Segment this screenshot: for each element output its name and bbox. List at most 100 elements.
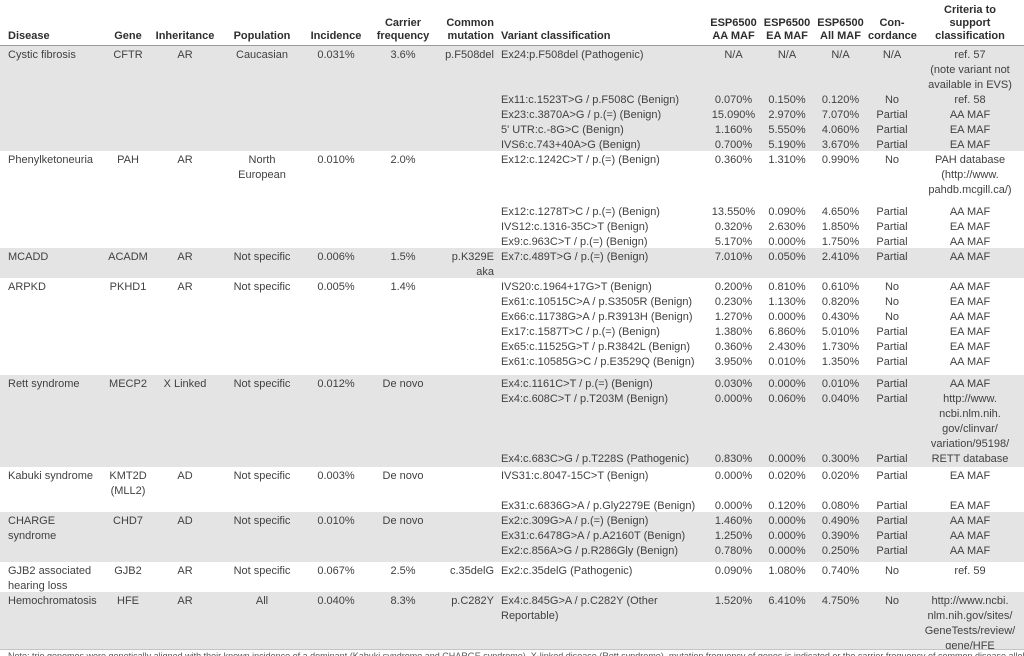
variant-row: Ex4:c.845G>A / p.C282Y (Other Reportable… xyxy=(498,594,1024,650)
aa-cell: 0.030% xyxy=(714,378,753,390)
variant-row: Ex11:c.1523T>G / p.F508C (Benign) 0.070% 0… xyxy=(498,93,1024,108)
all-cell: 0.390% xyxy=(821,530,860,542)
concordance-cell: Partial xyxy=(876,341,908,353)
concordance-cell: Partial xyxy=(876,530,908,542)
gene-cell: ACADM xyxy=(108,251,148,263)
criteria-cell: AA MAF xyxy=(949,281,991,293)
variant-cell: Ex31:c.6836G>A / p.Gly2279E (Benign) xyxy=(501,500,696,512)
concordance-cell: Partial xyxy=(876,356,908,368)
all-cell: 4.060% xyxy=(821,124,860,136)
concordance-cell: No xyxy=(884,565,900,577)
criteria-cell: AA MAF xyxy=(949,515,991,527)
column-header-aa: ESP6500 AA MAF xyxy=(710,17,757,42)
carrier-cell: 8.3% xyxy=(390,595,416,607)
ea-cell: 0.050% xyxy=(768,251,806,263)
ea-cell: 2.630% xyxy=(768,221,806,233)
disease-group-cystic-fibrosis: Cystic fibrosis CFTR AR Caucasian 0.031% 3.6%… xyxy=(0,46,1024,151)
all-cell: 3.670% xyxy=(821,139,860,151)
concordance-cell: Partial xyxy=(876,251,908,263)
variant-row: Ex23:c.3870A>G / p.(=) (Benign) 15.090% 2.… xyxy=(498,108,1024,123)
column-header-incidence: Incidence xyxy=(310,30,362,42)
criteria-cell: AA MAF xyxy=(949,206,991,218)
all-cell: 0.300% xyxy=(821,453,860,465)
aa-cell: 0.000% xyxy=(714,470,753,482)
variant-row: Ex9:c.963C>T / p.(=) (Benign) 5.170% 0.000… xyxy=(498,235,1024,248)
variant-cell: Ex4:c.845G>A / p.C282Y (Other Reportable… xyxy=(501,595,658,622)
variant-cell: Ex4:c.608C>T / p.T203M (Benign) xyxy=(501,393,669,405)
variant-cell: IVS12:c.1316-35C>T (Benign) xyxy=(501,221,649,233)
ea-cell: 2.970% xyxy=(768,109,806,121)
aa-cell: 0.320% xyxy=(714,221,753,233)
aa-cell: 0.200% xyxy=(714,281,753,293)
criteria-cell: AA MAF xyxy=(949,109,991,121)
aa-cell: 0.000% xyxy=(714,500,753,512)
aa-cell: 1.380% xyxy=(714,326,753,338)
variant-row: Ex66:c.11738G>A / p.R3913H (Benign) 1.270… xyxy=(498,310,1024,325)
criteria-cell: AA MAF xyxy=(949,378,991,390)
all-cell: N/A xyxy=(831,49,850,61)
population-cell: Not specific xyxy=(233,470,291,482)
all-cell: 0.020% xyxy=(821,470,860,482)
variant-row: Ex31:c.6478G>A / p.A2160T (Benign) 1.250%… xyxy=(498,529,1024,544)
variant-cell: IVS6:c.743+40A>G (Benign) xyxy=(501,139,641,151)
gene-cell: PKHD1 xyxy=(109,281,147,293)
incidence-cell: 0.010% xyxy=(317,154,355,166)
criteria-cell: EA MAF xyxy=(949,326,991,338)
ea-cell: 5.190% xyxy=(768,139,806,151)
incidence-cell: 0.010% xyxy=(317,515,355,527)
table-body: Cystic fibrosis CFTR AR Caucasian 0.031% 3.6%… xyxy=(0,46,1024,650)
aa-cell: 0.070% xyxy=(714,94,753,106)
all-cell: 4.650% xyxy=(821,206,860,218)
aa-cell: 3.950% xyxy=(714,356,753,368)
population-cell: All xyxy=(255,595,269,607)
disease-group-mcadd: MCADD ACADM AR Not specific 0.006% 1.5% p.K329… xyxy=(0,248,1024,278)
variant-rows: Ex4:c.1161C>T / p.(=) (Benign) 0.030% 0.00… xyxy=(498,377,1024,467)
incidence-cell: 0.040% xyxy=(317,595,355,607)
carrier-cell: De novo xyxy=(382,378,424,390)
aa-cell: 0.780% xyxy=(714,545,753,557)
all-cell: 0.820% xyxy=(821,296,860,308)
aa-cell: 7.010% xyxy=(714,251,753,263)
inheritance-cell: AR xyxy=(177,154,193,166)
criteria-cell: AA MAF xyxy=(949,545,991,557)
all-cell: 5.010% xyxy=(821,326,860,338)
inheritance-cell: AD xyxy=(177,470,193,482)
column-header-inheritance: Inheritance xyxy=(155,30,215,42)
gene-cell: CFTR xyxy=(113,49,143,61)
concordance-cell: Partial xyxy=(876,221,908,233)
criteria-cell: EA MAF xyxy=(949,500,991,512)
criteria-cell: AA MAF xyxy=(949,356,991,368)
carrier-cell: 2.0% xyxy=(390,154,416,166)
disease-cell: MCADD xyxy=(8,251,49,263)
incidence-cell: 0.012% xyxy=(317,378,355,390)
variant-cell: Ex7:c.489T>G / p.(=) (Benign) xyxy=(501,251,649,263)
variant-rows: Ex24:p.F508del (Pathogenic) N/A N/A N/A N/A r… xyxy=(498,48,1024,151)
ea-cell: 0.810% xyxy=(768,281,806,293)
population-cell: North European xyxy=(238,154,286,181)
disease-cell: Cystic fibrosis xyxy=(8,49,76,61)
column-header-disease: Disease xyxy=(8,30,50,42)
criteria-cell: http://www. ncbi.nlm.nih. gov/clinvar/ v… xyxy=(930,393,1010,450)
variant-row: IVS6:c.743+40A>G (Benign) 0.700% 5.190% 3.6… xyxy=(498,138,1024,151)
variant-cell: 5' UTR:c.-8G>C (Benign) xyxy=(501,124,624,136)
criteria-cell: AA MAF xyxy=(949,251,991,263)
concordance-cell: Partial xyxy=(876,515,908,527)
aa-cell: 1.250% xyxy=(714,530,753,542)
incidence-cell: 0.067% xyxy=(317,565,355,577)
column-header-all: ESP6500 All MAF xyxy=(817,17,864,42)
incidence-cell: 0.031% xyxy=(317,49,355,61)
inheritance-cell: AR xyxy=(177,49,193,61)
gene-cell: CHD7 xyxy=(113,515,143,527)
column-header-carrier: Carrier frequency xyxy=(376,17,430,42)
disease-cell: Kabuki syndrome xyxy=(8,470,93,482)
ea-cell: 0.000% xyxy=(768,453,806,465)
variant-row: Ex4:c.1161C>T / p.(=) (Benign) 0.030% 0.00… xyxy=(498,377,1024,392)
all-cell: 0.490% xyxy=(821,515,860,527)
gene-cell: PAH xyxy=(117,154,139,166)
all-cell: 2.410% xyxy=(821,251,860,263)
disease-group-kabuki: Kabuki syndrome KMT2D (MLL2) AD Not specifi… xyxy=(0,467,1024,512)
column-header-variant: Variant classification xyxy=(501,30,611,42)
variant-cell: Ex61:c.10515C>A / p.S3505R (Benign) xyxy=(501,296,693,308)
disease-cell: GJB2 associated hearing loss xyxy=(8,565,92,592)
